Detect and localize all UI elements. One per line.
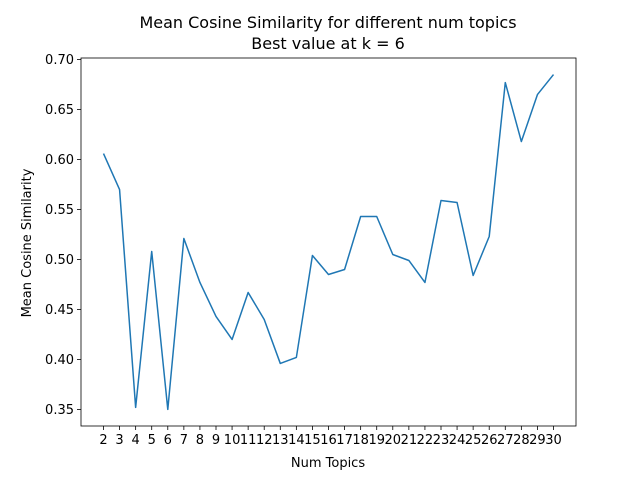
chart-subtitle: Best value at k = 6 — [251, 34, 405, 53]
x-tick-label: 3 — [115, 433, 123, 448]
x-tick-label: 11 — [240, 433, 257, 448]
y-tick-label: 0.70 — [45, 53, 74, 68]
y-tick-label: 0.45 — [45, 303, 74, 318]
x-tick-label: 20 — [385, 433, 402, 448]
x-tick-label: 24 — [449, 433, 466, 448]
x-tick-label: 17 — [336, 433, 353, 448]
x-tick-label: 22 — [417, 433, 434, 448]
x-tick-label: 21 — [401, 433, 418, 448]
x-tick-label: 4 — [132, 433, 140, 448]
x-tick-label: 30 — [545, 433, 562, 448]
plot-area: 2 3 4 5 6 7 8 9 10 11 12 13 14 15 16 17 18 19 20 21 22 23 24 25… — [45, 53, 577, 448]
x-tick-label: 18 — [352, 433, 369, 448]
series-line — [102, 74, 555, 411]
y-axis-label: Mean Cosine Similarity — [20, 168, 35, 317]
x-tick-label: 10 — [224, 433, 241, 448]
y-tick-label: 0.65 — [45, 103, 74, 118]
x-tick-label: 29 — [529, 433, 546, 448]
x-tick-label: 27 — [497, 433, 514, 448]
x-tick-label: 26 — [481, 433, 498, 448]
x-tick-label: 25 — [465, 433, 482, 448]
x-tick-label: 14 — [288, 433, 305, 448]
x-tick-label: 8 — [196, 433, 204, 448]
y-tick-label: 0.50 — [45, 253, 74, 268]
chart-title: Mean Cosine Similarity for different num… — [139, 13, 516, 32]
x-tick-label: 19 — [368, 433, 385, 448]
x-axis-label: Num Topics — [291, 456, 365, 471]
y-tick-label: 0.60 — [45, 153, 74, 168]
x-tick-label: 5 — [148, 433, 156, 448]
x-tick-label: 13 — [272, 433, 289, 448]
x-tick-label: 28 — [513, 433, 530, 448]
x-tick-label: 15 — [304, 433, 321, 448]
x-tick-label: 12 — [256, 433, 273, 448]
x-tick-label: 7 — [180, 433, 188, 448]
y-tick-label: 0.40 — [45, 353, 74, 368]
x-tick-label: 23 — [433, 433, 450, 448]
y-tick-label: 0.35 — [45, 403, 74, 418]
x-tick-label: 2 — [99, 433, 107, 448]
x-tick-label: 6 — [164, 433, 172, 448]
y-tick-label: 0.55 — [45, 203, 74, 218]
x-tick-label: 9 — [212, 433, 220, 448]
x-tick-label: 16 — [320, 433, 337, 448]
